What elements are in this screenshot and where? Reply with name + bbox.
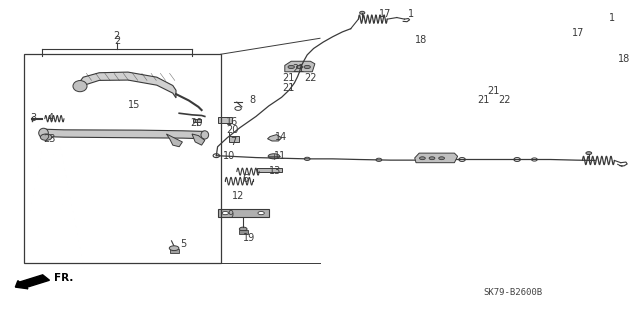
Polygon shape <box>192 134 205 145</box>
Ellipse shape <box>201 131 209 139</box>
Text: 16: 16 <box>226 117 238 127</box>
Polygon shape <box>257 168 282 172</box>
Ellipse shape <box>239 227 247 231</box>
Text: 12: 12 <box>232 191 244 201</box>
Ellipse shape <box>222 211 228 215</box>
Ellipse shape <box>439 157 444 160</box>
Text: 23: 23 <box>44 134 56 144</box>
Text: 11: 11 <box>274 151 286 161</box>
Text: 17: 17 <box>379 9 391 19</box>
Ellipse shape <box>429 157 435 160</box>
Polygon shape <box>218 209 269 217</box>
Bar <box>229 136 239 142</box>
Ellipse shape <box>40 134 52 140</box>
Ellipse shape <box>73 80 87 92</box>
Polygon shape <box>268 135 282 141</box>
Text: 10: 10 <box>223 151 236 161</box>
Text: 21: 21 <box>282 83 294 93</box>
Bar <box>193 119 201 122</box>
Text: 21: 21 <box>477 94 489 105</box>
Polygon shape <box>166 134 182 147</box>
Text: 19: 19 <box>243 233 255 243</box>
Ellipse shape <box>169 246 179 251</box>
Text: 22: 22 <box>304 73 317 83</box>
Text: 13: 13 <box>269 166 281 176</box>
Polygon shape <box>285 61 315 72</box>
Polygon shape <box>415 153 458 163</box>
Text: 3: 3 <box>31 113 37 123</box>
Ellipse shape <box>586 152 592 155</box>
Text: 1: 1 <box>408 9 415 19</box>
Ellipse shape <box>268 154 280 159</box>
Text: 4: 4 <box>48 113 54 123</box>
Text: 21: 21 <box>292 63 304 74</box>
Text: 18: 18 <box>415 35 427 45</box>
Text: 2: 2 <box>114 32 120 41</box>
Text: 18: 18 <box>618 54 630 64</box>
Bar <box>218 117 232 123</box>
Text: 8: 8 <box>250 94 256 105</box>
Text: 7: 7 <box>230 137 237 147</box>
Text: 21: 21 <box>488 86 500 96</box>
Text: 22: 22 <box>498 94 511 105</box>
Ellipse shape <box>288 65 294 69</box>
Ellipse shape <box>304 65 310 69</box>
Text: 15: 15 <box>128 100 140 110</box>
Bar <box>170 249 179 253</box>
Text: 14: 14 <box>275 132 287 142</box>
Text: 1: 1 <box>609 12 616 23</box>
Text: 20: 20 <box>226 125 238 135</box>
Text: SK79-B2600B: SK79-B2600B <box>483 288 542 297</box>
Ellipse shape <box>39 128 49 138</box>
Text: 9: 9 <box>227 210 234 220</box>
Ellipse shape <box>360 11 365 14</box>
Ellipse shape <box>258 211 264 215</box>
Polygon shape <box>44 129 205 139</box>
Text: 17: 17 <box>572 28 584 39</box>
FancyArrow shape <box>15 275 49 289</box>
Text: 20: 20 <box>191 118 203 128</box>
Bar <box>239 230 248 234</box>
Ellipse shape <box>296 65 303 69</box>
Text: 6: 6 <box>242 174 248 184</box>
Text: FR.: FR. <box>54 272 74 283</box>
Polygon shape <box>80 72 176 98</box>
Text: 2: 2 <box>114 36 120 47</box>
Text: 5: 5 <box>180 239 187 249</box>
Bar <box>24 54 221 263</box>
Text: 21: 21 <box>282 73 294 83</box>
Ellipse shape <box>420 157 426 160</box>
